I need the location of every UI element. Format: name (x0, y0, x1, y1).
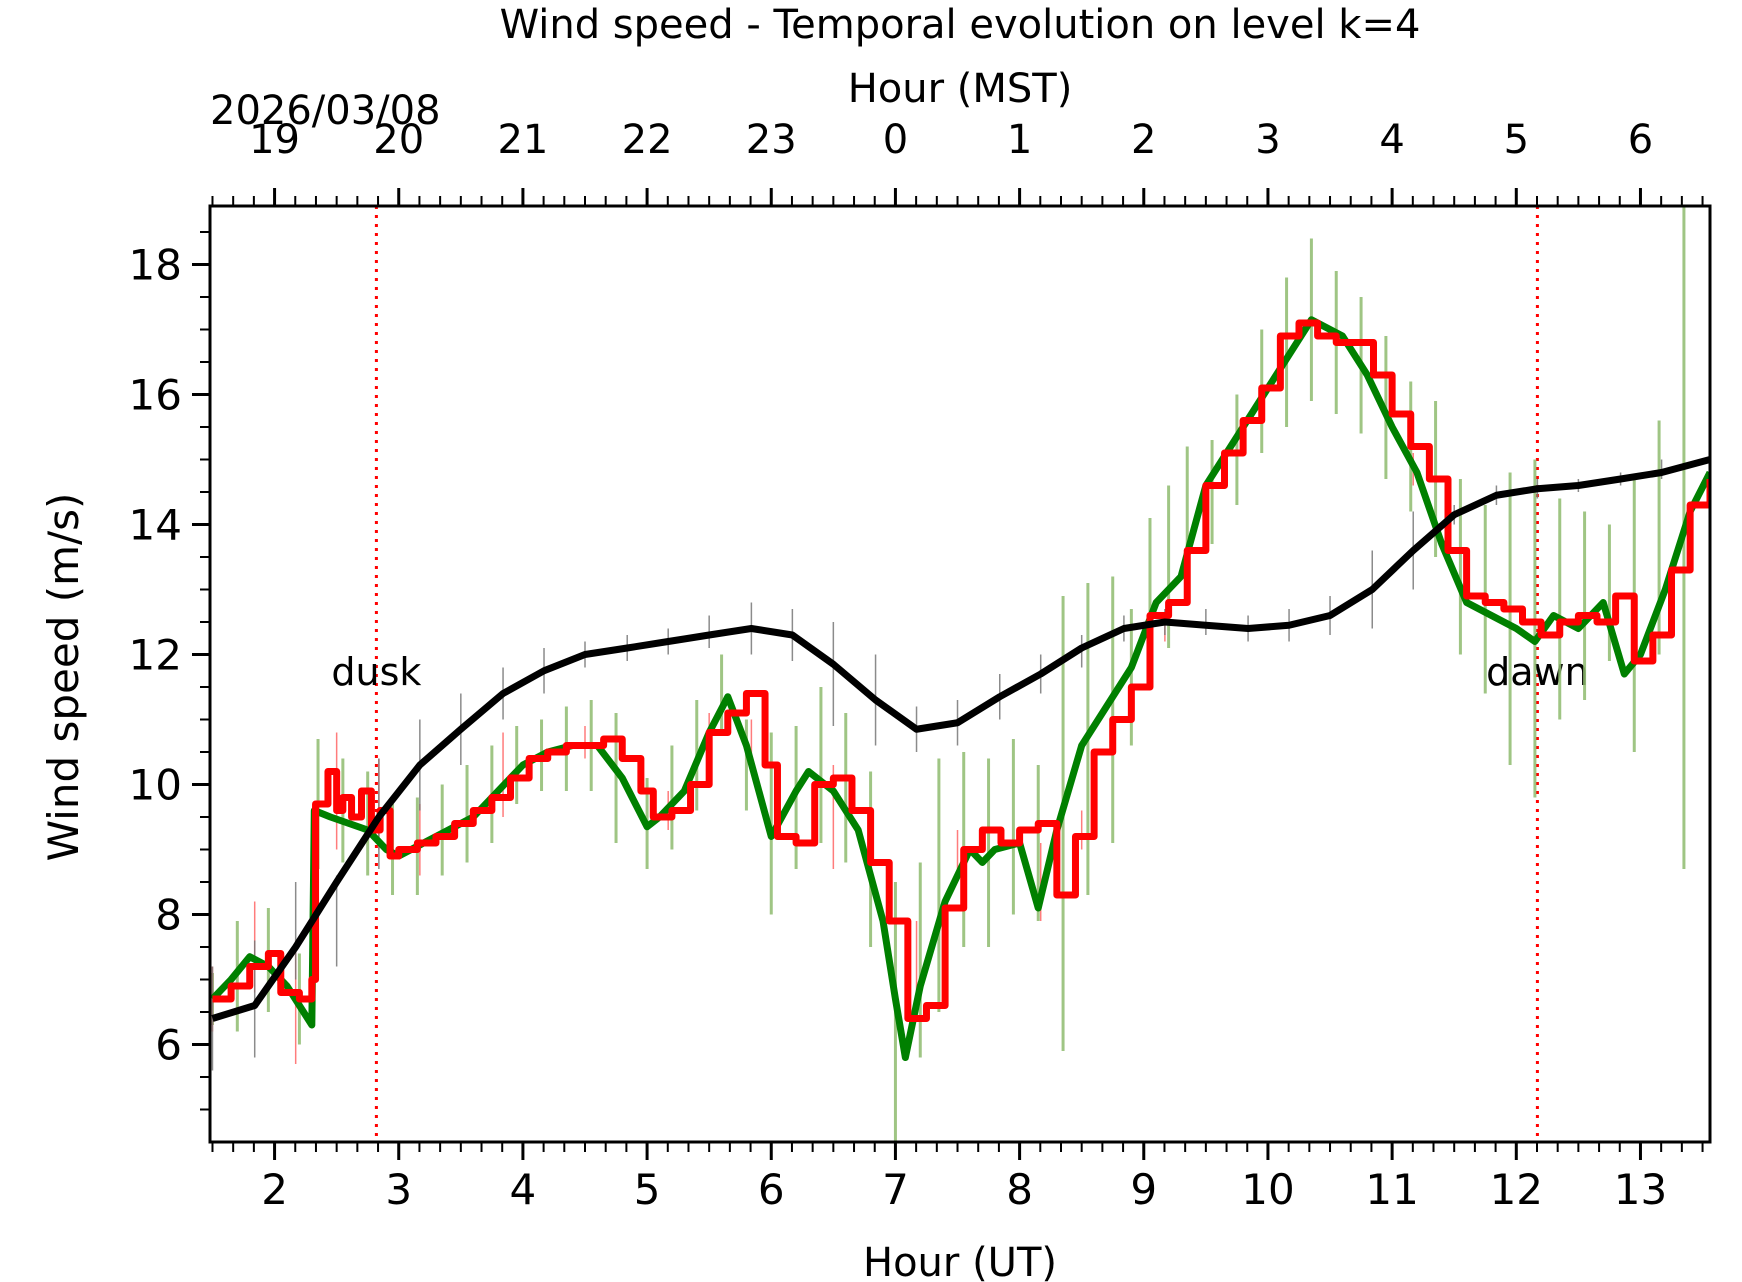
twilight-markers: dusk dawn (331, 206, 1589, 1142)
x-tick-label: 6 (758, 1165, 785, 1214)
x-tick-label: 12 (1490, 1165, 1543, 1214)
chart-title: Wind speed - Temporal evolution on level… (500, 2, 1421, 48)
top-tick-label: 5 (1504, 117, 1529, 163)
top-tick-label: 1 (1007, 117, 1032, 163)
x-tick-label: 11 (1365, 1165, 1418, 1214)
y-tick-label: 10 (129, 761, 182, 810)
x-tick-label: 4 (510, 1165, 537, 1214)
top-tick-label: 6 (1628, 117, 1653, 163)
x-tick-label: 5 (634, 1165, 661, 1214)
x-axis-label: Hour (UT) (863, 1240, 1057, 1282)
data-series (210, 316, 1710, 1061)
x-tick-label: 10 (1241, 1165, 1294, 1214)
y-tick-label: 6 (155, 1021, 182, 1070)
top-tick-label: 3 (1255, 117, 1280, 163)
x-tick-label: 13 (1614, 1165, 1667, 1214)
y-tick-label: 16 (129, 371, 182, 420)
x-tick-label: 3 (385, 1165, 412, 1214)
y-tick-label: 18 (129, 241, 182, 290)
y-axis-label: Wind speed (m/s) (39, 493, 88, 862)
x-tick-label: 2 (261, 1165, 288, 1214)
x-tick-label: 9 (1130, 1165, 1157, 1214)
y-tick-label: 12 (129, 631, 182, 680)
x-tick-label: 7 (882, 1165, 909, 1214)
y-tick-label: 8 (155, 891, 182, 940)
marker-label: dawn (1486, 650, 1589, 694)
top-axis-label: Hour (MST) (848, 66, 1073, 112)
top-tick-label: 4 (1379, 117, 1404, 163)
top-tick-label: 21 (497, 117, 548, 163)
marker-label: dusk (331, 650, 421, 694)
top-tick-label: 20 (373, 117, 424, 163)
plot-frame (208, 204, 1712, 1144)
y-tick-label: 14 (129, 501, 182, 550)
top-tick-label: 23 (746, 117, 797, 163)
top-tick-label: 22 (622, 117, 673, 163)
series-line (211, 456, 1710, 1022)
top-tick-label: 2 (1131, 117, 1156, 163)
top-tick-label: 19 (249, 117, 300, 163)
date-label: 2026/03/08 (210, 88, 441, 134)
top-tick-label: 0 (883, 117, 908, 163)
x-tick-label: 8 (1006, 1165, 1033, 1214)
